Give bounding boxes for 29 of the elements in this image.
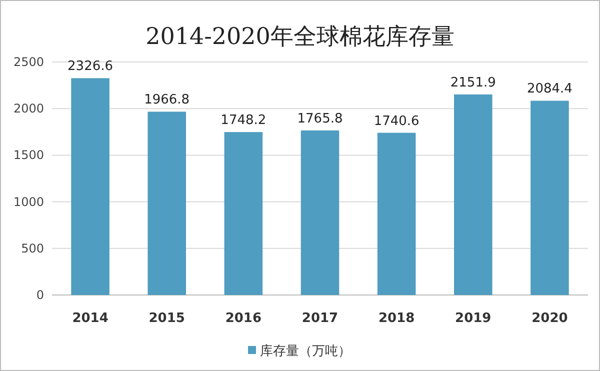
x-tick-label: 2014 bbox=[72, 311, 108, 326]
y-tick-label: 1000 bbox=[13, 194, 44, 209]
data-label: 1966.8 bbox=[144, 92, 190, 108]
x-tick-label: 2016 bbox=[225, 311, 262, 326]
x-tick-label: 2017 bbox=[302, 311, 338, 326]
y-tick-label: 500 bbox=[21, 241, 44, 256]
x-tick-label: 2018 bbox=[378, 311, 415, 326]
y-tick-label: 0 bbox=[36, 288, 44, 302]
bar bbox=[300, 130, 340, 295]
y-tick-label: 1500 bbox=[13, 148, 44, 162]
legend-label: 库存量（万吨） bbox=[260, 344, 351, 359]
data-label: 2151.9 bbox=[450, 75, 496, 90]
bar bbox=[454, 94, 492, 295]
data-label: 1765.8 bbox=[297, 111, 343, 126]
bar bbox=[71, 78, 110, 295]
y-tick-label: 2500 bbox=[13, 55, 44, 69]
bar bbox=[530, 100, 569, 295]
data-label: 1740.6 bbox=[374, 114, 420, 129]
y-tick-label: 2000 bbox=[13, 102, 44, 116]
data-label: 2326.6 bbox=[68, 59, 114, 74]
x-tick-label: 2020 bbox=[532, 311, 568, 326]
x-tick-label: 2015 bbox=[148, 311, 185, 326]
data-label: 2084.4 bbox=[526, 82, 572, 97]
bar bbox=[224, 132, 263, 295]
x-tick-label: 2019 bbox=[455, 311, 492, 326]
chart-title: 2014-2020年全球棉花库存量 bbox=[146, 24, 454, 50]
bar bbox=[377, 132, 416, 295]
bar bbox=[148, 112, 186, 295]
data-label: 1748.2 bbox=[220, 113, 266, 128]
